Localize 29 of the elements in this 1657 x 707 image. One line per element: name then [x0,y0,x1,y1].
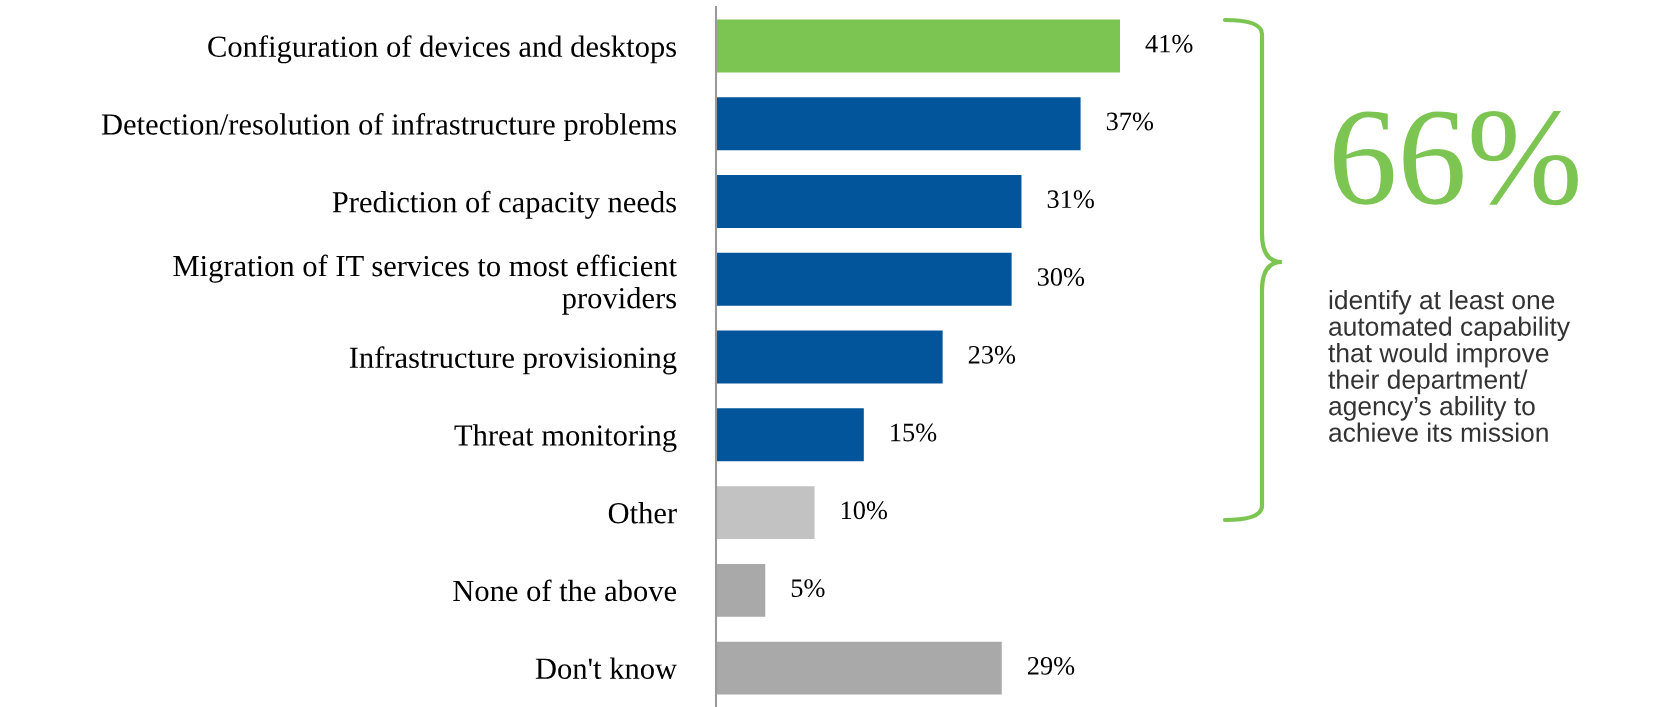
bar [716,563,766,617]
bar [716,252,1012,306]
text: 66% [1333,111,1578,206]
y-tick-label: Detection/resolution of infrastructure problems [101,112,676,141]
data-label: 5% [791,579,825,598]
data-label: 31% [1047,190,1094,209]
bar [716,408,864,462]
y-tick-label: None of the above [453,579,677,602]
data-label: 41% [1145,34,1193,53]
bar [716,19,1120,73]
y-tick-label: Don't know [535,657,677,680]
data-label: 23% [968,345,1016,364]
y-tick-label: Other [608,501,677,524]
text: identify at least one automated capability that would improve their department/ agency’s ability to achieve its mission [1328,290,1570,442]
y-tick-label: Prediction of capacity needs [332,190,676,219]
bar [716,486,815,540]
bar [716,330,943,384]
y-tick-label: Migration of IT services to most efficient providers [173,254,677,315]
data-label: 15% [891,423,937,442]
data-label: 10% [841,501,888,520]
bar [716,97,1081,151]
y-tick-label: Threat monitoring [454,424,677,452]
bar [716,175,1022,228]
data-label: 30% [1037,268,1085,286]
bar [716,641,1002,695]
y-tick-label: Configuration of devices and desktops [208,35,676,64]
y-tick-label: Infrastructure provisioning [349,346,677,375]
data-label: 29% [1027,656,1075,675]
data-label: 37% [1106,112,1154,131]
